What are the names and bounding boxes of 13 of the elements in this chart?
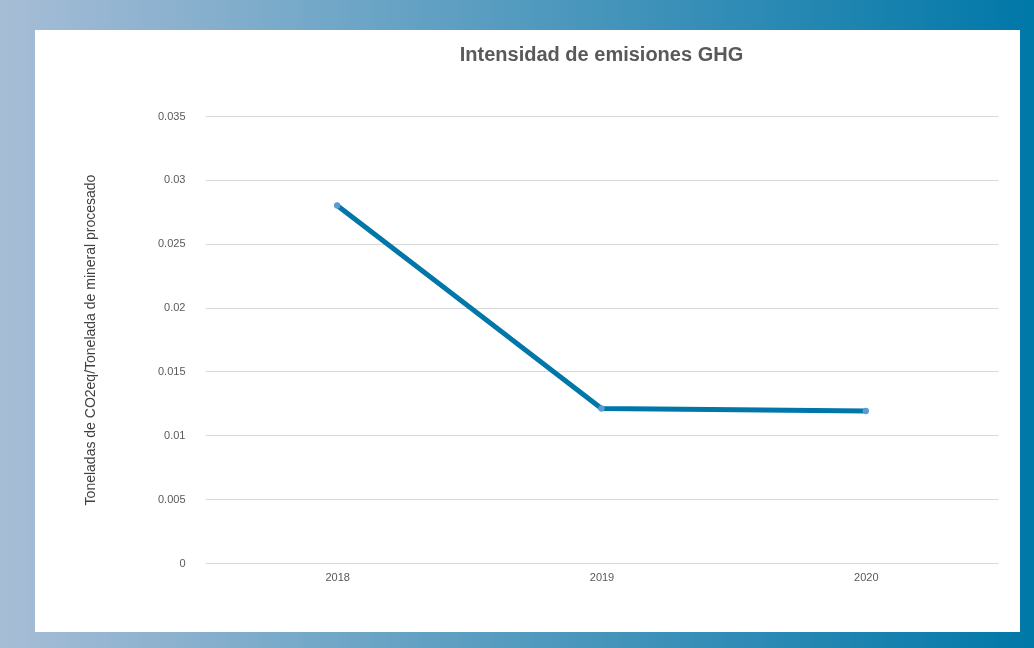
y-tick-label: 0 bbox=[179, 556, 186, 569]
chart-title: Intensidad de emisiones GHG bbox=[459, 43, 744, 65]
y-tick-label: 0.025 bbox=[157, 237, 186, 250]
y-tick-label: 0.02 bbox=[164, 301, 186, 314]
y-tick-label: 0.03 bbox=[164, 173, 186, 186]
y-tick-label: 0.005 bbox=[157, 492, 186, 505]
y-tick-label: 0.01 bbox=[164, 428, 186, 441]
y-tick-label: 0.035 bbox=[157, 109, 186, 122]
y-axis-title: Toneladas de CO2eq/Tonelada de mineral procesado bbox=[81, 174, 98, 506]
x-tick-label: 2018 bbox=[325, 570, 350, 583]
y-tick-label: 0.015 bbox=[157, 364, 186, 377]
x-tick-label: 2019 bbox=[589, 570, 615, 583]
x-tick-label: 2020 bbox=[854, 570, 879, 583]
